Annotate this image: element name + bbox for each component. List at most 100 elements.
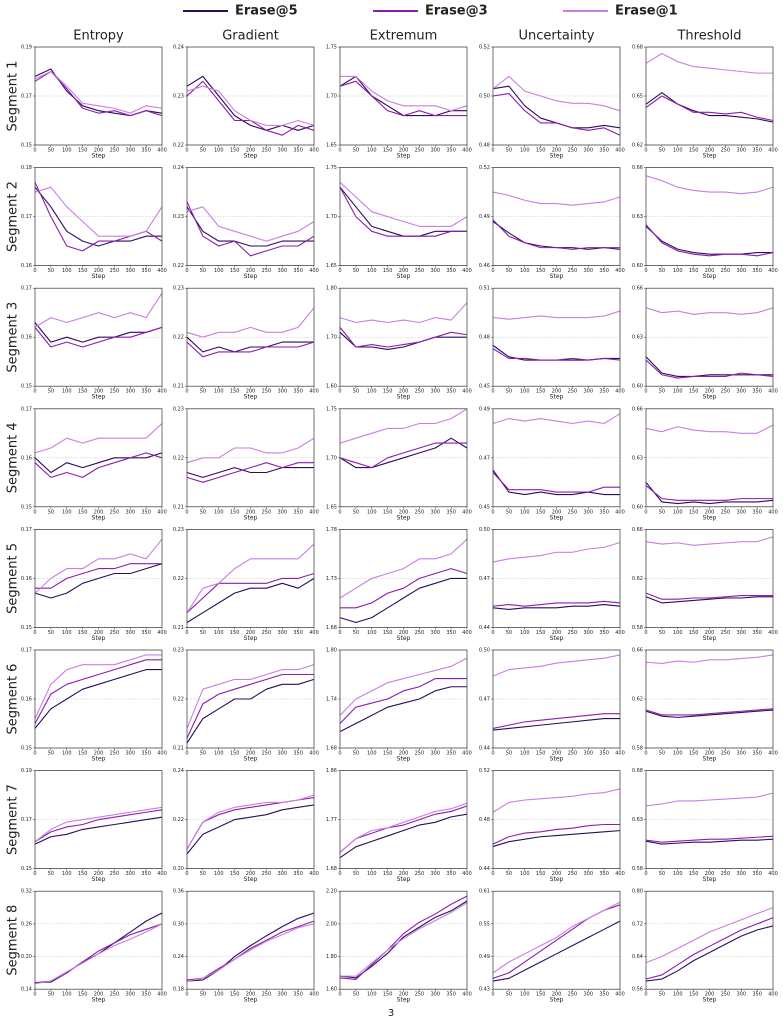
- x-tick-label: 300: [583, 630, 593, 636]
- x-tick-label: 250: [568, 389, 578, 395]
- y-tick-label: 0.44: [479, 866, 490, 872]
- series-line: [186, 336, 314, 353]
- x-tick-label: 400: [309, 148, 319, 154]
- y-tick-label: 0.62: [632, 143, 643, 149]
- series-line: [645, 917, 774, 980]
- y-tick-label: 0.23: [173, 94, 184, 100]
- y-tick-label: 0.46: [479, 263, 490, 269]
- x-tick-label: 200: [552, 630, 562, 636]
- x-tick-label: 350: [293, 268, 303, 274]
- x-tick-label: 100: [520, 389, 530, 395]
- series-line: [645, 225, 773, 255]
- series-line: [34, 806, 163, 843]
- y-tick-label: 0.50: [479, 94, 490, 100]
- x-tick-label: 350: [293, 751, 303, 757]
- y-tick-label: 0.48: [479, 817, 490, 823]
- x-tick-label: 300: [125, 148, 135, 154]
- x-tick-label: 150: [230, 871, 240, 877]
- y-tick-label: 0.15: [21, 384, 32, 390]
- x-tick-label: 350: [599, 389, 609, 395]
- panel: 0.44 0.47 0.50 0 50 100 150 200 250 300 350 400 Step: [479, 527, 625, 642]
- plot-frame: [492, 649, 621, 749]
- y-tick-label: 1.60: [326, 384, 337, 390]
- plot-frame: [339, 890, 468, 990]
- series-line: [645, 709, 774, 718]
- y-tick-label: 0.18: [173, 987, 184, 993]
- x-tick-label: 50: [200, 871, 206, 877]
- plot-frame: [339, 770, 468, 869]
- x-tick-label: 300: [277, 148, 287, 154]
- x-tick-label: 250: [721, 992, 731, 998]
- x-tick-label: 100: [673, 268, 683, 274]
- x-tick-label: 150: [689, 268, 699, 274]
- y-tick-label: 0.15: [21, 625, 32, 631]
- series-line: [645, 596, 773, 604]
- x-tick-label: 400: [462, 992, 472, 998]
- x-tick-label: 50: [659, 509, 665, 515]
- series-line: [340, 568, 468, 609]
- x-tick-label: 300: [430, 148, 440, 154]
- series-line: [339, 437, 468, 469]
- x-tick-label: 0: [491, 509, 494, 515]
- panel: 0.22 0.23 0.24 0 50 100 150 200 250 300 350 400 Step: [173, 45, 319, 160]
- y-tick-label: 0.22: [173, 263, 184, 269]
- y-tick-label: 0.24: [173, 165, 184, 171]
- x-tick-label: 0: [644, 148, 647, 154]
- x-tick-label: 300: [277, 509, 287, 515]
- y-tick-label: 0.19: [21, 768, 32, 774]
- plot-frame: [492, 770, 621, 869]
- series-line: [492, 904, 621, 979]
- x-tick-label: 350: [141, 992, 151, 998]
- x-tick-label: 250: [110, 509, 120, 515]
- plot-frame: [339, 529, 468, 628]
- y-tick-label: 1.70: [326, 455, 337, 461]
- y-tick-label: 0.66: [632, 527, 643, 533]
- plot-frame: [34, 46, 163, 146]
- y-tick-label: 0.16: [21, 455, 32, 461]
- x-tick-label: 50: [200, 148, 206, 154]
- y-tick-label: 0.49: [479, 214, 490, 220]
- x-tick-label: 250: [110, 268, 120, 274]
- y-tick-label: 0.68: [632, 768, 643, 774]
- x-tick-label: 200: [399, 992, 409, 998]
- x-tick-label: 250: [110, 751, 120, 757]
- x-tick-label: 0: [644, 268, 647, 274]
- x-axis-label: Step: [397, 635, 411, 642]
- y-tick-label: 1.80: [326, 648, 337, 654]
- x-tick-label: 400: [157, 148, 167, 154]
- x-axis-label: Step: [244, 876, 258, 883]
- y-tick-label: 1.80: [326, 954, 337, 960]
- y-tick-label: 0.63: [632, 817, 643, 823]
- x-tick-label: 250: [415, 148, 425, 154]
- x-tick-label: 350: [599, 630, 609, 636]
- x-tick-label: 250: [415, 509, 425, 515]
- plot-frame: [492, 408, 621, 508]
- series-line: [492, 75, 621, 112]
- plot-frame: [492, 529, 621, 628]
- y-tick-label: 0.23: [173, 527, 184, 533]
- y-tick-label: 0.36: [173, 889, 184, 895]
- series-line: [186, 673, 314, 739]
- x-tick-label: 250: [415, 751, 425, 757]
- x-tick-label: 250: [110, 630, 120, 636]
- x-tick-label: 50: [200, 509, 206, 515]
- series-line: [339, 686, 467, 733]
- x-tick-label: 200: [399, 630, 409, 636]
- y-tick-label: 0.32: [21, 889, 32, 895]
- x-tick-label: 50: [48, 148, 54, 154]
- x-tick-label: 350: [446, 871, 456, 877]
- x-tick-label: 150: [230, 992, 240, 998]
- x-tick-label: 200: [94, 509, 104, 515]
- series-line: [339, 900, 468, 979]
- series-line: [492, 219, 620, 250]
- plot-frame: [186, 890, 315, 990]
- x-tick-label: 300: [736, 630, 746, 636]
- x-tick-label: 400: [462, 871, 472, 877]
- y-tick-label: 1.65: [326, 263, 337, 269]
- plot-frame: [339, 287, 468, 387]
- x-tick-label: 350: [752, 389, 762, 395]
- x-tick-label: 400: [462, 751, 472, 757]
- x-tick-label: 200: [552, 871, 562, 877]
- x-tick-label: 300: [125, 992, 135, 998]
- y-tick-label: 0.17: [21, 527, 32, 533]
